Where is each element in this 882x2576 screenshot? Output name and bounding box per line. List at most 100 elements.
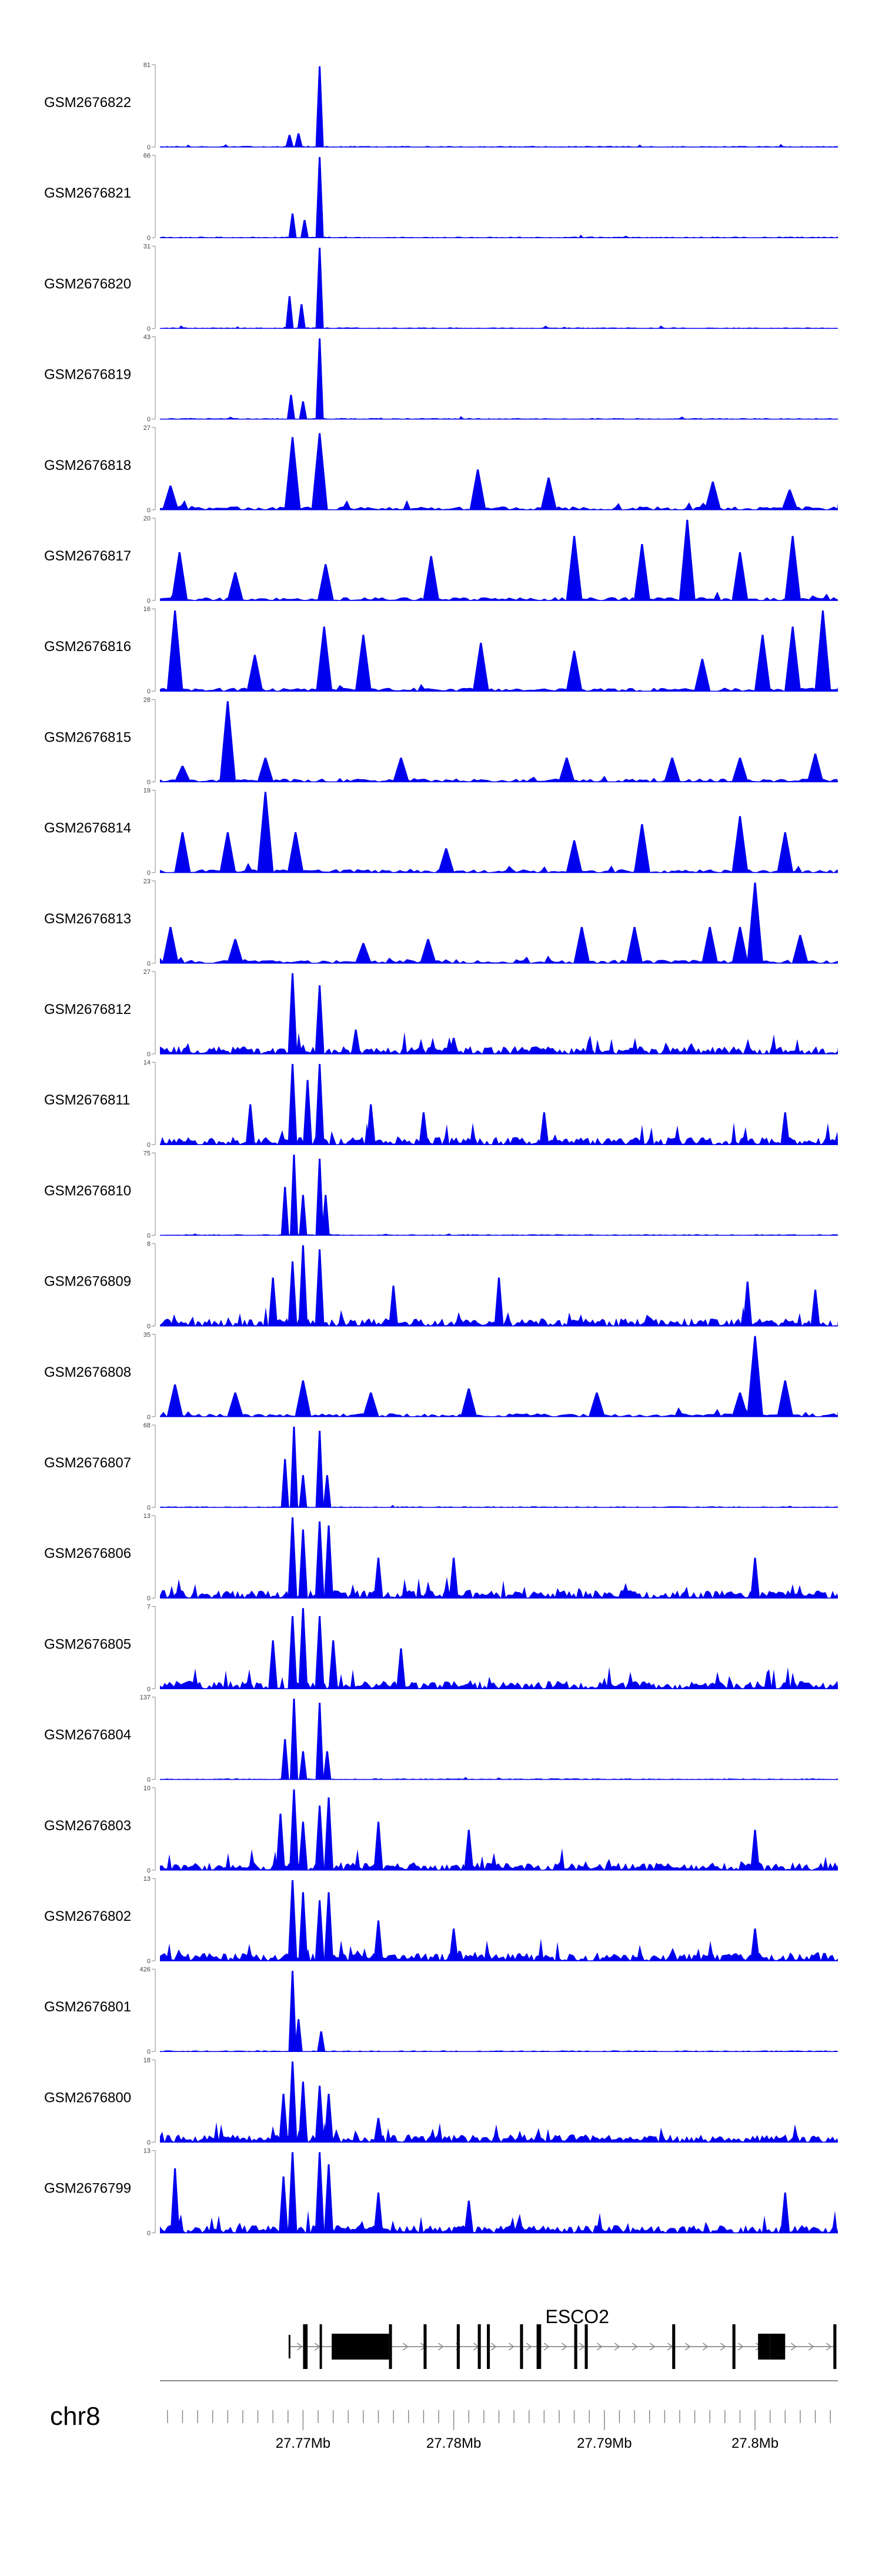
y-max-label: 35 bbox=[143, 1332, 151, 1339]
track-label: GSM2676814 bbox=[44, 820, 131, 836]
signal-peak bbox=[317, 2031, 326, 2052]
signal-peak bbox=[299, 1475, 308, 1507]
strand-arrow bbox=[614, 2343, 620, 2351]
signal-peak bbox=[784, 626, 801, 692]
exon bbox=[536, 2324, 542, 2369]
track-GSM2676814: GSM2676814 19 0 bbox=[44, 788, 838, 877]
signal-peak bbox=[731, 758, 749, 782]
signal-peak bbox=[373, 1920, 383, 1961]
signal-background bbox=[160, 1577, 838, 1599]
signal-peak bbox=[366, 1104, 376, 1145]
signal-peak bbox=[298, 1245, 308, 1326]
strand-arrow bbox=[737, 2343, 744, 2351]
signal-peak bbox=[315, 1521, 325, 1599]
signal-background bbox=[160, 235, 838, 238]
signal-peak bbox=[814, 610, 831, 692]
signal-peak bbox=[747, 1336, 764, 1417]
signal-peak bbox=[449, 1037, 459, 1054]
y-max-label: 8 bbox=[147, 1241, 151, 1248]
signal-peak bbox=[437, 848, 455, 873]
exon bbox=[319, 2324, 322, 2369]
signal-peak bbox=[315, 1430, 324, 1507]
signal-peak bbox=[288, 1971, 297, 2052]
track-GSM2676808: GSM2676808 35 0 bbox=[44, 1332, 838, 1421]
track-GSM2676810: GSM2676810 75 0 bbox=[44, 1150, 838, 1239]
y-zero-label: 0 bbox=[147, 960, 151, 967]
signal-peak bbox=[288, 1064, 298, 1145]
signal-peak bbox=[279, 2176, 289, 2233]
y-zero-label: 0 bbox=[147, 144, 151, 151]
signal-peak bbox=[227, 1392, 244, 1417]
signal-background bbox=[160, 1407, 838, 1417]
y-zero-label: 0 bbox=[147, 507, 151, 514]
signal-peak bbox=[540, 477, 557, 510]
axis-tick-label: 27.8Mb bbox=[731, 2435, 779, 2451]
gene-name: ESCO2 bbox=[545, 2306, 609, 2327]
signal-peak bbox=[810, 1289, 820, 1326]
signal-peak bbox=[227, 939, 244, 963]
signal-peak bbox=[290, 1699, 298, 1780]
track-GSM2676819: GSM2676819 43 0 bbox=[44, 334, 838, 423]
strand-arrow bbox=[826, 2343, 832, 2351]
y-max-label: 426 bbox=[140, 1966, 151, 1973]
y-max-label: 13 bbox=[143, 1876, 151, 1883]
y-max-label: 75 bbox=[143, 1150, 151, 1157]
signal-peak bbox=[362, 1392, 379, 1417]
strand-arrow bbox=[808, 2343, 814, 2351]
track-label: GSM2676809 bbox=[44, 1274, 131, 1290]
y-max-label: 16 bbox=[143, 606, 151, 613]
track-label: GSM2676806 bbox=[44, 1546, 131, 1561]
signal-peak bbox=[276, 1813, 285, 1870]
track-GSM2676802: GSM2676802 13 0 bbox=[44, 1876, 838, 1965]
strand-arrow bbox=[561, 2343, 567, 2351]
strand-arrow bbox=[596, 2343, 603, 2351]
signal-peak bbox=[174, 766, 191, 782]
exon bbox=[332, 2334, 342, 2360]
signal-peak bbox=[373, 2118, 383, 2143]
track-GSM2676812: GSM2676812 27 0 bbox=[44, 969, 838, 1058]
signal-peak bbox=[539, 1112, 549, 1145]
strand-arrow bbox=[579, 2343, 585, 2351]
strand-arrow bbox=[543, 2343, 550, 2351]
track-GSM2676821: GSM2676821 66 0 bbox=[44, 152, 838, 242]
signal-peak bbox=[288, 1616, 298, 1689]
y-zero-label: 0 bbox=[147, 2048, 151, 2056]
track-GSM2676820: GSM2676820 31 0 bbox=[44, 243, 838, 332]
signal-peak bbox=[257, 758, 274, 782]
y-zero-label: 0 bbox=[147, 416, 151, 423]
track-GSM2676804: GSM2676804 137 0 bbox=[44, 1694, 838, 1784]
signal-background bbox=[160, 325, 838, 329]
signal-peak bbox=[396, 1648, 406, 1689]
signal-peak bbox=[315, 2086, 325, 2143]
signal-peak bbox=[303, 1080, 313, 1145]
track-label: GSM2676813 bbox=[44, 911, 131, 927]
exon bbox=[732, 2324, 736, 2369]
y-max-label: 81 bbox=[143, 62, 151, 69]
signal-peak bbox=[566, 536, 583, 600]
y-max-label: 13 bbox=[143, 1513, 151, 1520]
signal-peak bbox=[316, 626, 333, 692]
signal-peak bbox=[280, 1739, 289, 1780]
track-label: GSM2676817 bbox=[44, 548, 131, 564]
y-zero-label: 0 bbox=[147, 325, 151, 332]
strand-arrow bbox=[702, 2343, 709, 2351]
y-zero-label: 0 bbox=[147, 1777, 151, 1784]
signal-peak bbox=[162, 485, 179, 510]
signal-peak bbox=[393, 758, 409, 782]
track-label: GSM2676822 bbox=[44, 95, 131, 111]
signal-peak bbox=[315, 1249, 325, 1326]
track-label: GSM2676805 bbox=[44, 1636, 131, 1652]
track-GSM2676800: GSM2676800 18 0 bbox=[44, 2057, 838, 2146]
y-zero-label: 0 bbox=[147, 1686, 151, 1693]
track-GSM2676799: GSM2676799 13 0 bbox=[44, 2148, 838, 2237]
signal-peak bbox=[288, 1880, 298, 1961]
signal-peak bbox=[633, 824, 650, 873]
exon bbox=[672, 2324, 676, 2369]
y-zero-label: 0 bbox=[147, 688, 151, 695]
signal-peak bbox=[731, 927, 749, 963]
signal-peak bbox=[566, 840, 583, 873]
signal-peak bbox=[285, 135, 294, 147]
gene-model-track: ESCO2 bbox=[288, 2306, 837, 2369]
signal-peak bbox=[469, 469, 486, 510]
signal-peak bbox=[246, 655, 263, 692]
